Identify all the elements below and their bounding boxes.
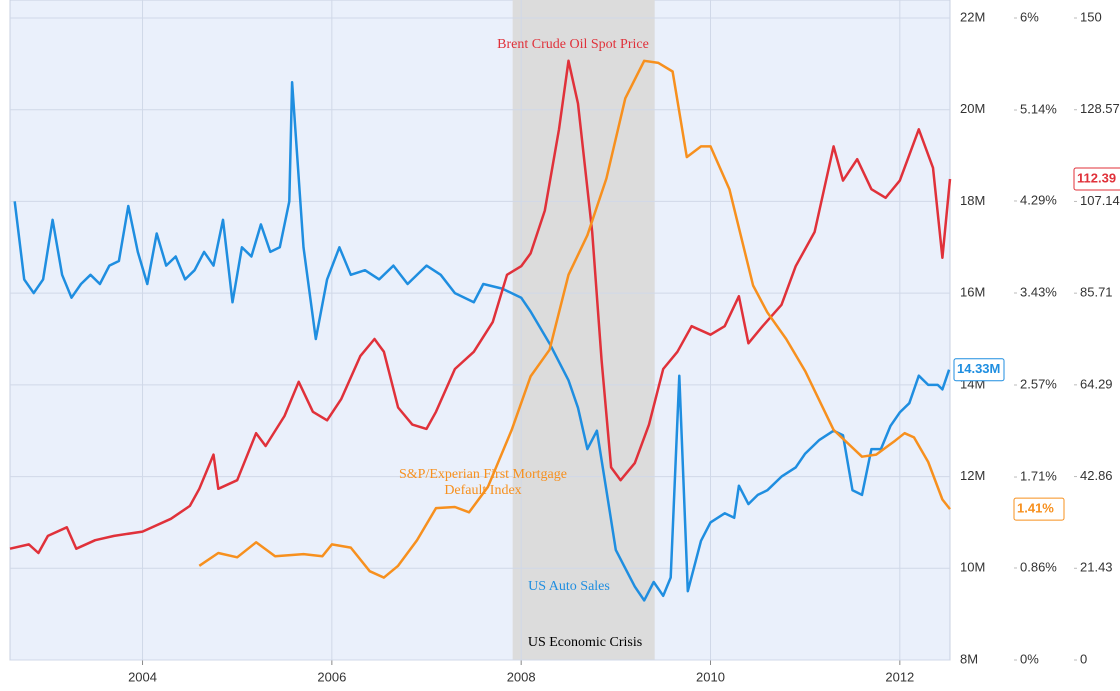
y-tick-label: 6%	[1020, 9, 1039, 24]
series-line	[198, 59, 951, 579]
end-label: 14.33M	[957, 361, 1000, 376]
y-tick-label: 5.14%	[1020, 101, 1057, 116]
y-tick-label: 2.57%	[1020, 376, 1057, 391]
end-label: 1.41%	[1017, 501, 1054, 516]
x-tick-label: 2004	[128, 669, 157, 684]
y-tick-label: 16M	[960, 285, 985, 300]
y-tick-label: 21.43	[1080, 560, 1113, 575]
series-annotation: US Auto Sales	[528, 579, 610, 594]
region-label: US Economic Crisis	[527, 635, 643, 650]
y-tick-label: 0%	[1020, 651, 1039, 666]
series-line	[9, 59, 952, 555]
y-tick-label: 150	[1080, 9, 1102, 24]
y-tick-label: 22M	[960, 9, 985, 24]
y-tick-label: 10M	[960, 560, 985, 575]
series-line	[13, 80, 951, 602]
y-tick-label: 20M	[960, 101, 985, 116]
y-tick-label: 8M	[960, 651, 978, 666]
y-tick-label: 128.57	[1080, 101, 1120, 116]
x-tick-label: 2012	[885, 669, 914, 684]
y-tick-label: 42.86	[1080, 468, 1113, 483]
end-label-box	[953, 358, 1005, 382]
series-annotation: Brent Crude Oil Spot Price	[497, 37, 649, 52]
shaded-region	[512, 0, 655, 660]
y-tick-label: 1.71%	[1020, 468, 1057, 483]
y-tick-label: 4.29%	[1020, 192, 1057, 207]
x-tick-label: 2006	[317, 669, 346, 684]
y-tick-label: 0.86%	[1020, 559, 1057, 574]
y-tick-label: 18M	[960, 193, 985, 208]
series-annotation: S&P/Experian First Mortgage Default Inde…	[399, 467, 567, 498]
y-tick-label: 3.43%	[1020, 284, 1057, 299]
y-tick-label: 107.14	[1080, 193, 1120, 208]
y-tick-label: 0	[1080, 651, 1087, 666]
y-tick-label: 85.71	[1080, 285, 1113, 300]
x-tick-label: 2010	[696, 669, 725, 684]
y-tick-label: 12M	[960, 468, 985, 483]
end-label-box	[1073, 167, 1120, 191]
end-label: 112.39	[1077, 170, 1116, 185]
end-label-box	[1013, 497, 1065, 521]
plot-background	[9, 0, 951, 661]
y-tick-label: 64.29	[1080, 376, 1113, 391]
x-tick-label: 2008	[507, 669, 536, 684]
